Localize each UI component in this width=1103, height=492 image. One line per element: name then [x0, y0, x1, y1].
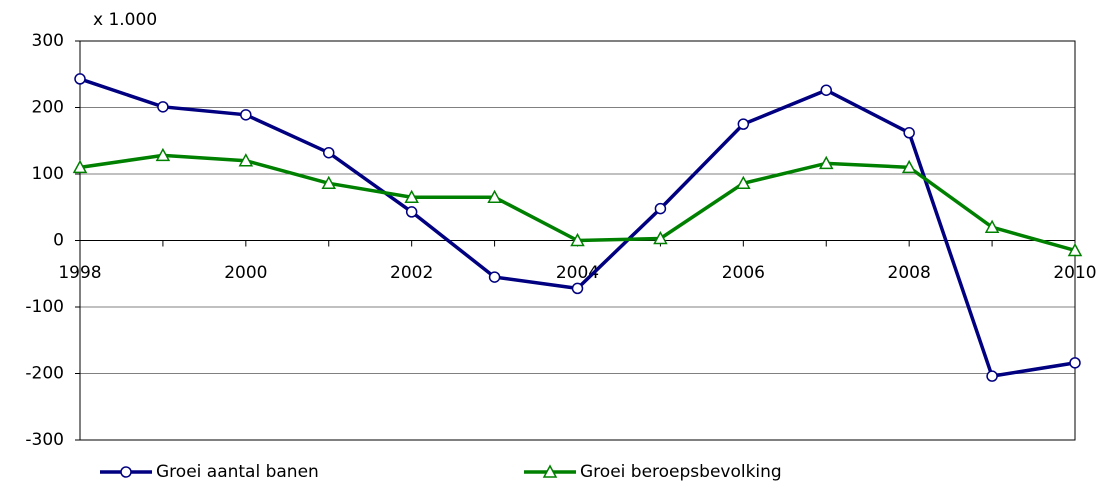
marker — [72, 159, 88, 174]
marker — [570, 232, 585, 247]
marker — [404, 189, 419, 204]
marker — [155, 147, 171, 162]
marker — [901, 159, 917, 174]
marker — [820, 84, 832, 96]
x-tick-label: 2000 — [224, 263, 267, 283]
marker — [654, 202, 667, 215]
marker — [571, 282, 584, 295]
marker — [74, 73, 86, 85]
y-tick-label: 100 — [32, 164, 64, 184]
marker — [1067, 242, 1083, 257]
marker — [1069, 357, 1081, 369]
legend-marker — [120, 466, 132, 478]
marker — [903, 127, 915, 139]
y-tick-label: -300 — [25, 430, 64, 450]
unit-label: x 1.000 — [93, 10, 157, 30]
y-tick-label: -200 — [25, 364, 64, 384]
marker — [487, 189, 502, 204]
x-tick-label: 2008 — [888, 263, 931, 283]
legend-marker — [542, 464, 558, 478]
y-tick-label: 0 — [53, 231, 64, 251]
marker — [405, 206, 418, 218]
marker — [321, 175, 337, 190]
marker — [238, 153, 254, 167]
marker — [488, 271, 501, 283]
y-tick-label: 300 — [32, 31, 64, 51]
marker — [737, 118, 750, 130]
x-tick-label: 2010 — [1053, 263, 1096, 283]
marker — [157, 101, 169, 113]
legend-label: Groei aantal banen — [156, 462, 319, 482]
x-tick-label: 1998 — [58, 263, 101, 283]
x-tick-label: 2002 — [390, 263, 433, 283]
marker — [240, 109, 252, 121]
x-tick-label: 2006 — [722, 263, 765, 283]
series-line — [79, 77, 1076, 379]
marker — [984, 219, 1000, 233]
marker — [736, 175, 751, 190]
marker — [986, 370, 998, 382]
y-tick-label: 200 — [32, 98, 64, 118]
y-tick-label: -100 — [25, 297, 64, 317]
marker — [323, 146, 335, 159]
legend-label: Groei beroepsbevolking — [580, 462, 782, 482]
marker — [818, 155, 834, 170]
marker — [653, 230, 668, 245]
